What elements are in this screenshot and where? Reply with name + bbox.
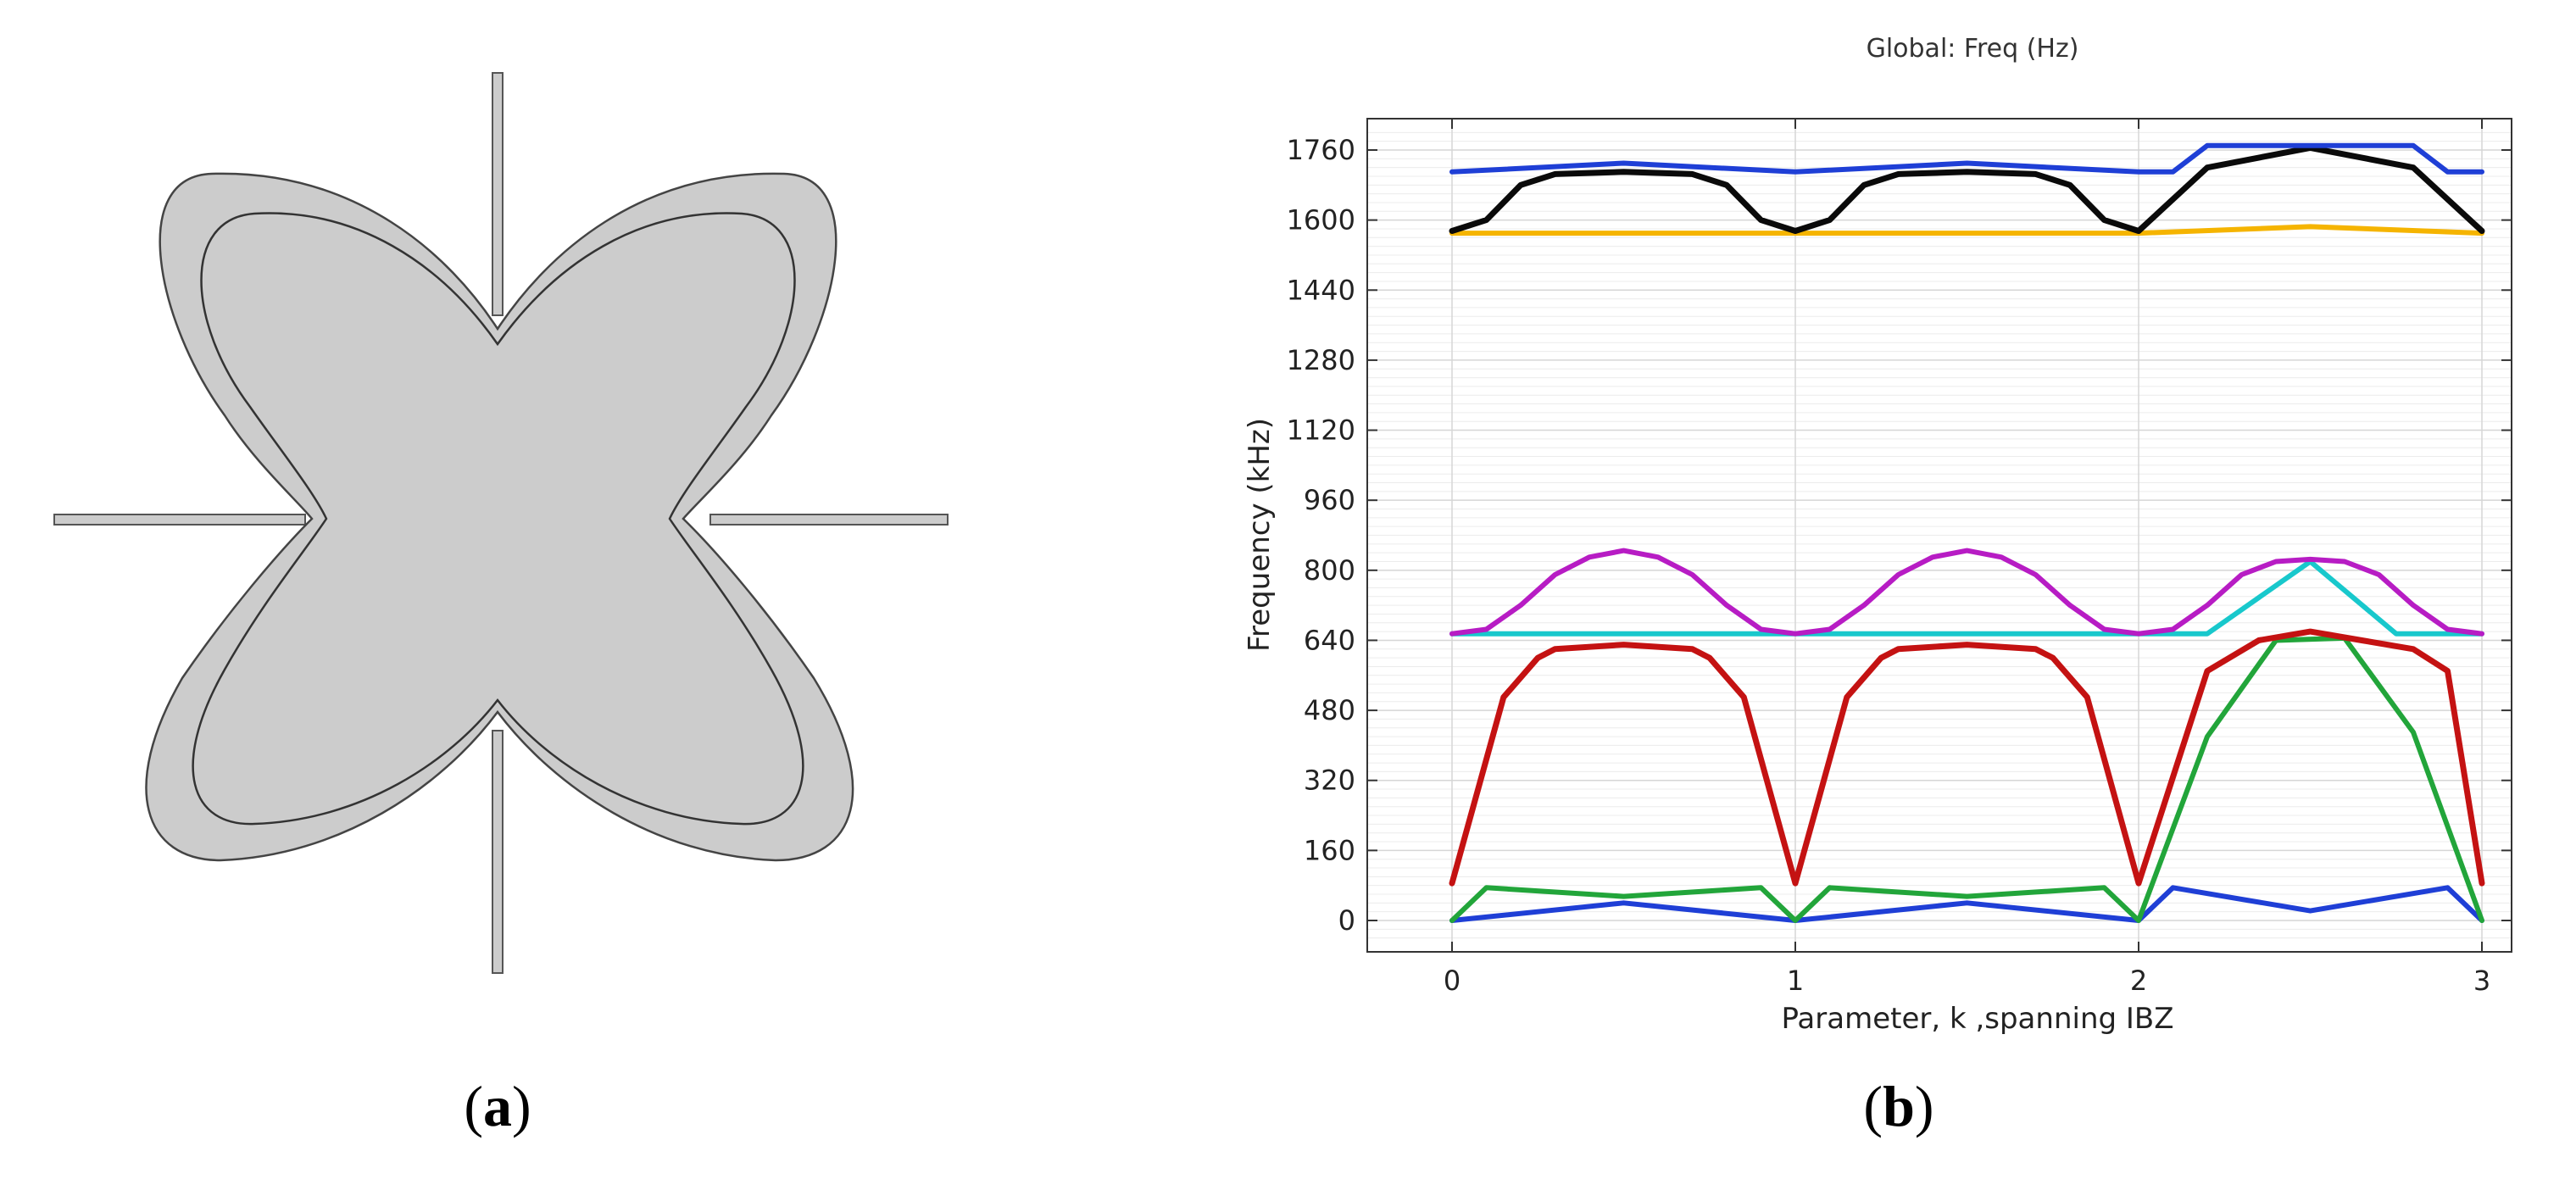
- series-line-3: [1449, 628, 2485, 887]
- panel-label-b: (b): [1863, 1074, 1933, 1138]
- y-axis-label: Frequency (kHz): [1243, 418, 1277, 652]
- series-line-2: [1449, 635, 2484, 923]
- panel-label-a: (a): [464, 1074, 531, 1138]
- stub-top: [492, 72, 504, 316]
- stub-right: [709, 514, 949, 526]
- y-axis-ticks: 0 160 320 480 640 800 960 1120 1280 1440 1600 1760: [1287, 134, 2512, 937]
- y-tick-label: 1280: [1287, 344, 1355, 376]
- butterfly-inner: [192, 212, 804, 826]
- y-tick-label: 1440: [1287, 274, 1355, 306]
- plot-frame: [1366, 118, 2512, 953]
- unit-cell-drawing: [53, 72, 949, 974]
- series-layer: [1449, 142, 2485, 923]
- y-tick-label: 1120: [1287, 414, 1355, 447]
- y-tick-label: 1600: [1287, 204, 1355, 236]
- series-line-7: [1449, 144, 2485, 234]
- butterfly-outer: [145, 172, 854, 862]
- y-tick-label: 960: [1304, 484, 1355, 516]
- chart-title: Global: Freq (Hz): [1867, 34, 2079, 64]
- x-axis-ticks: 0 1 2 3: [1444, 119, 2490, 997]
- y-tick-label: 0: [1338, 904, 1355, 937]
- y-tick-label: 1760: [1287, 134, 1355, 166]
- series-line-5: [1449, 548, 2484, 637]
- plot-area: 016032048064080096011201280144016001760 …: [1287, 118, 2512, 997]
- stub-left: [53, 514, 306, 526]
- x-axis-label: Parameter, k ,spanning IBZ: [1781, 1002, 2173, 1036]
- stub-bottom: [492, 730, 504, 974]
- series-line-8: [1449, 142, 2484, 175]
- y-tick-label: 800: [1304, 554, 1355, 587]
- y-tick-label: 640: [1304, 624, 1355, 656]
- y-tick-label: 320: [1304, 765, 1355, 797]
- x-tick-label: 1: [1787, 965, 1804, 997]
- y-tick-label: 160: [1304, 834, 1355, 866]
- x-tick-label: 0: [1444, 965, 1460, 997]
- x-tick-label: 2: [2130, 965, 2147, 997]
- x-tick-label: 3: [2473, 965, 2490, 997]
- y-tick-label: 480: [1304, 694, 1355, 726]
